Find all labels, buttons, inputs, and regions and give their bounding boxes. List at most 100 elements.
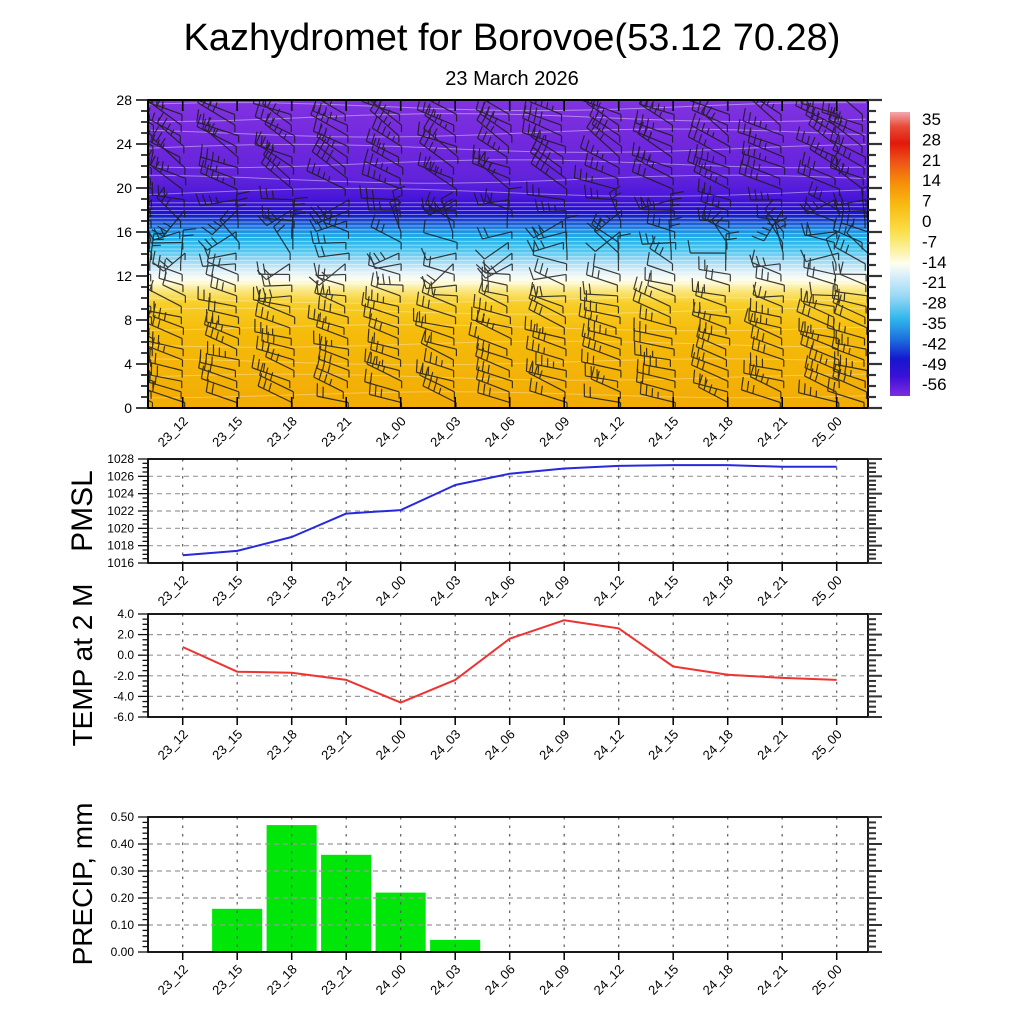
pmsl-chart: 1028 1026 1024 1022 1020 1018 1016 23_12 23_15 23… [107,452,882,609]
x-tick-label: 24_21 [754,573,790,609]
x-tick-label: 24_06 [482,414,518,450]
plot-frame [147,816,869,953]
x-tick-label: 24_03 [427,414,463,450]
x-tick-label: 25_00 [809,573,845,609]
x-tick-label: 24_00 [373,727,409,763]
x-tick-label: 23_21 [318,962,354,998]
x-tick-label: 24_06 [482,727,518,763]
x-tick-label: 24_09 [536,414,572,450]
colorbar-tick-label: -28 [922,294,947,313]
y-tick-label: 0.50 [111,810,135,824]
colorbar-tick-label: 0 [922,212,931,231]
x-tick-label: 24_21 [754,414,790,450]
x-tick-label: 24_15 [645,727,681,763]
x-tick-label: 24_06 [482,962,518,998]
x-tick-label: 23_18 [264,962,300,998]
x-tick-label: 25_00 [809,727,845,763]
colorbar-tick-label: 21 [922,151,941,170]
y-tick-label: 1026 [107,469,134,483]
y-tick-label: 1016 [107,556,134,570]
y-tick-label: 28 [116,92,132,108]
y-tick-label: -2.0 [113,669,134,683]
x-tick-label: 25_00 [809,962,845,998]
page-title: Kazhydromet for Borovoe(53.12 70.28) [184,17,841,59]
y-tick-label: 0.40 [111,837,135,851]
x-tick-label: 23_18 [264,727,300,763]
x-tick-label: 24_12 [591,573,627,609]
x-tick-label: 24_09 [536,573,572,609]
colorbar-tick-label: -49 [922,355,947,374]
x-tick-label: 23_15 [209,962,245,998]
x-tick-label: 24_18 [700,414,736,450]
x-tick-label: 23_15 [209,573,245,609]
colorbar-tick-label: 14 [922,171,941,190]
x-tick-label: 23_12 [155,962,191,998]
x-tick-label: 24_03 [427,727,463,763]
colorbar-tick-label: 35 [922,110,941,129]
x-tick-label: 23_18 [264,573,300,609]
x-tick-label: 24_12 [591,962,627,998]
y-tick-label: -4.0 [113,689,134,703]
x-tick-label: 24_15 [645,962,681,998]
precip-axis-title: PRECIP, mm [67,803,98,966]
y-tick-label: 12 [116,268,132,284]
pmsl-axis-title: PMSL [66,470,99,552]
precip-chart: 0.50 0.40 0.30 0.20 0.10 0.00 23_12 23_15 23_18 2… [111,810,882,998]
x-tick-label: 24_00 [373,573,409,609]
x-tick-label: 24_21 [754,727,790,763]
x-tick-label: 24_00 [373,962,409,998]
x-tick-label: 23_15 [209,414,245,450]
y-tick-label: 1028 [107,452,134,466]
x-tick-label: 23_12 [155,573,191,609]
y-tick-label: 2.0 [117,628,134,642]
y-tick-label: 1024 [107,487,134,501]
x-tick-label: 24_12 [591,414,627,450]
x-tick-label: 24_12 [591,727,627,763]
y-tick-label: 0 [124,400,132,416]
colorbar-tick-label: 28 [922,130,941,149]
colorbar-tick-label: 7 [922,192,931,211]
colorbar-tick-label: -21 [922,273,947,292]
plot-frame [147,613,869,718]
x-tick-label: 24_09 [536,962,572,998]
wind-barbs [148,100,868,408]
x-tick-label: 24_18 [700,962,736,998]
y-tick-label: 4 [124,356,132,372]
y-tick-label: 0.10 [111,918,135,932]
y-tick-label: 1020 [107,521,134,535]
upper-air-chart: 0 4 8 12 16 20 24 28 23_12 23_15 23_18 23_21 24_00 24… [116,92,882,450]
x-tick-label: 23_21 [318,727,354,763]
x-tick-label: 24_18 [700,727,736,763]
y-tick-label: 1022 [107,504,134,518]
y-tick-label: 20 [116,180,132,196]
colorbar-tick-label: -7 [922,232,937,251]
colorbar-tick-label: -14 [922,253,947,272]
colorbar-tick-label: -42 [922,334,947,353]
x-tick-label: 24_09 [536,727,572,763]
x-tick-label: 23_12 [155,727,191,763]
y-tick-label: -6.0 [113,710,134,724]
y-tick-label: 8 [124,312,132,328]
y-tick-label: 0.00 [111,945,135,959]
page-subtitle: 23 March 2026 [445,68,578,90]
temp-chart: 4.0 2.0 0.0 -2.0 -4.0 -6.0 23_12 23_15 23_18 23_2… [113,607,882,763]
x-tick-label: 23_12 [155,414,191,450]
x-tick-label: 23_21 [318,414,354,450]
x-tick-label: 24_03 [427,573,463,609]
x-tick-label: 24_00 [373,414,409,450]
y-tick-label: 0.30 [111,864,135,878]
precip-bar [266,825,317,952]
x-tick-label: 25_00 [809,414,845,450]
x-tick-label: 23_15 [209,727,245,763]
pmsl-chart-line [182,464,837,557]
temp-chart-line [182,619,837,704]
colorbar-tick-label: -35 [922,314,947,333]
x-tick-label: 24_18 [700,573,736,609]
x-tick-label: 23_21 [318,573,354,609]
precip-bar [375,892,426,952]
y-tick-label: 0.0 [117,648,134,662]
x-tick-label: 24_03 [427,962,463,998]
y-tick-label: 16 [116,224,132,240]
